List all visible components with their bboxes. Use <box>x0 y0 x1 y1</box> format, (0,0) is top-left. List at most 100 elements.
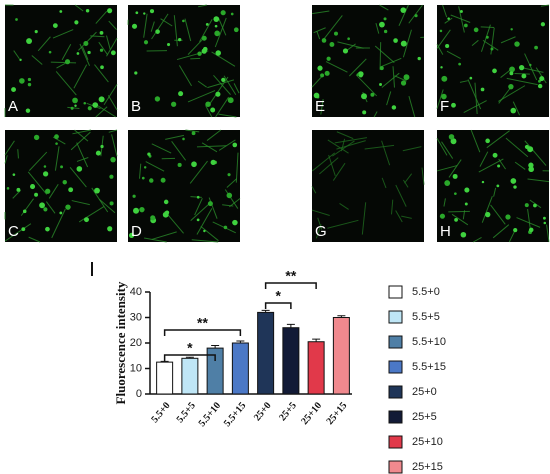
x-tick-label: 5.5+15 <box>222 400 249 429</box>
cell <box>74 104 77 107</box>
micrograph <box>4 129 118 243</box>
cell-process <box>467 79 482 110</box>
cell <box>508 83 514 90</box>
cell <box>210 107 216 113</box>
cell <box>143 40 149 45</box>
cell <box>543 216 546 220</box>
cell <box>109 174 114 179</box>
cell-process <box>320 99 324 115</box>
cell <box>379 66 384 71</box>
cell-process <box>213 74 231 95</box>
cell <box>132 194 136 198</box>
cell-process <box>235 152 239 183</box>
cell <box>214 30 220 37</box>
cell-process <box>82 46 89 61</box>
cell-process <box>340 138 346 152</box>
cell-process <box>524 140 547 166</box>
cell-process <box>361 202 367 235</box>
cell <box>400 80 407 86</box>
cell <box>15 18 18 21</box>
cell-process <box>441 141 454 159</box>
x-tick-label: 25+0 <box>252 400 274 423</box>
cell-process <box>98 41 109 56</box>
cell-process <box>346 43 356 51</box>
cell-process <box>54 146 60 171</box>
cell-process <box>479 151 489 167</box>
cell <box>154 96 161 102</box>
x-tick-label: 25+15 <box>324 400 349 427</box>
cell <box>383 29 388 34</box>
cell-process <box>500 69 511 78</box>
panel-label: B <box>131 98 141 115</box>
cell <box>87 106 92 111</box>
cell-process <box>187 38 204 55</box>
cell <box>48 50 52 54</box>
cell-process <box>222 204 234 207</box>
cell-process <box>50 61 77 64</box>
cell <box>171 101 177 107</box>
cell <box>521 73 527 79</box>
cell-process <box>480 26 495 29</box>
cell-process <box>17 149 19 159</box>
cell <box>458 62 462 66</box>
cell-process <box>381 72 400 88</box>
cell <box>485 138 490 144</box>
cell <box>166 42 171 47</box>
legend-swatch <box>388 460 403 474</box>
cell-process <box>527 178 550 183</box>
cell-process <box>478 158 504 173</box>
cell-process <box>94 64 109 83</box>
cell-process <box>111 134 118 157</box>
cell <box>439 213 446 219</box>
cell <box>510 28 513 31</box>
cell-process <box>150 21 155 32</box>
cell-process <box>218 17 227 36</box>
cell <box>109 201 114 206</box>
cell <box>205 22 209 26</box>
y-tick-label: 0 <box>136 388 142 400</box>
cell-process <box>395 184 407 207</box>
cell-process <box>505 137 529 158</box>
cell <box>143 166 147 169</box>
cell <box>439 29 443 33</box>
cell <box>201 35 207 41</box>
cell-process <box>151 231 177 240</box>
panel-label: E <box>315 98 325 115</box>
cell <box>133 207 140 214</box>
cell-process <box>13 50 20 60</box>
cell <box>43 165 47 168</box>
cell-process <box>471 39 479 47</box>
legend-swatch <box>388 335 403 349</box>
cell <box>481 180 485 184</box>
cell <box>76 52 80 55</box>
cell-process <box>492 224 510 239</box>
cell <box>403 74 410 81</box>
cell-process <box>327 219 359 229</box>
cell <box>460 231 467 238</box>
cell-process <box>31 55 43 65</box>
cell <box>182 19 185 23</box>
legend-swatch <box>388 285 403 299</box>
cell <box>134 71 138 75</box>
cell-process <box>311 209 330 216</box>
cell-process <box>108 129 118 133</box>
cell-process <box>69 167 87 188</box>
cell <box>162 211 169 218</box>
cell-process <box>386 91 392 106</box>
cell-process <box>201 142 218 153</box>
cell <box>34 30 38 34</box>
cell <box>529 63 532 67</box>
cell <box>226 192 233 199</box>
cell <box>70 106 74 110</box>
cell-process <box>336 140 366 150</box>
cell-process <box>462 210 466 220</box>
cell-process <box>206 129 222 141</box>
cell-process <box>143 13 148 38</box>
cell-process <box>473 236 482 243</box>
cell <box>85 9 90 13</box>
cell-process <box>486 130 510 149</box>
legend-swatch <box>388 385 403 399</box>
cell-process <box>190 196 202 198</box>
cell <box>84 217 89 223</box>
cell <box>100 65 104 70</box>
